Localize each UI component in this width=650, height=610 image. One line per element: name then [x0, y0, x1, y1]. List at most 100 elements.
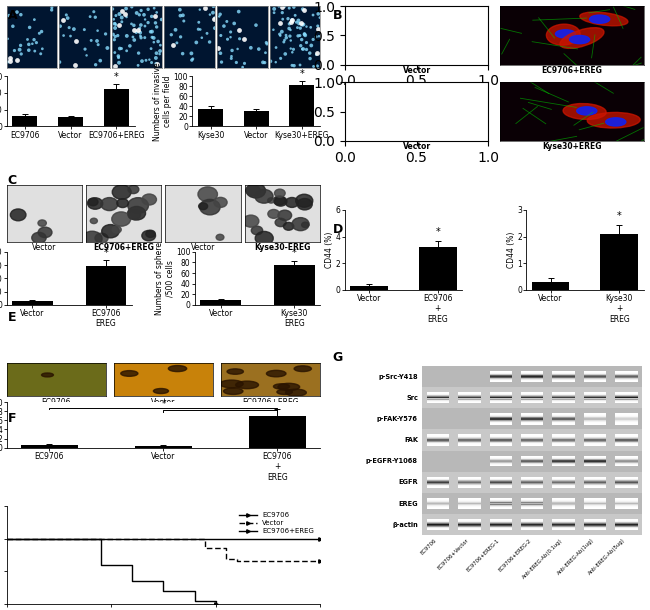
X-axis label: Kyse30-EREG: Kyse30-EREG [254, 243, 311, 253]
Point [276, 54, 286, 63]
Circle shape [220, 380, 243, 388]
Point [113, 20, 124, 30]
Text: EC9706: EC9706 [420, 537, 438, 556]
Point [121, 4, 131, 13]
Point [58, 15, 68, 25]
Circle shape [227, 369, 243, 375]
Point [210, 23, 220, 33]
Point [284, 24, 294, 34]
Point [239, 34, 250, 44]
Point [311, 32, 321, 41]
Point [151, 22, 162, 32]
Point [157, 15, 167, 24]
Point [150, 11, 160, 21]
Point [140, 33, 150, 43]
Circle shape [302, 222, 309, 228]
Point [136, 5, 146, 15]
Point [270, 57, 281, 67]
Point [146, 44, 156, 54]
Point [143, 4, 153, 14]
Circle shape [277, 389, 292, 395]
Bar [12, 116, 38, 126]
Point [278, 14, 288, 24]
Circle shape [199, 203, 207, 210]
Circle shape [437, 120, 457, 127]
Point [269, 8, 280, 18]
Point [152, 59, 162, 69]
Point [193, 24, 203, 34]
Point [16, 10, 26, 20]
Circle shape [153, 389, 168, 393]
Ellipse shape [560, 27, 604, 48]
Point [179, 16, 189, 26]
Point [274, 1, 284, 11]
Point [131, 8, 142, 18]
Bar [422, 451, 642, 472]
Point [277, 27, 287, 37]
Point [8, 21, 18, 31]
Text: B: B [333, 9, 343, 22]
Point [155, 46, 165, 56]
Bar [422, 366, 642, 387]
Point [288, 45, 298, 54]
Point [299, 29, 309, 39]
Point [226, 27, 236, 37]
Point [69, 24, 79, 34]
Point [281, 30, 291, 40]
Point [294, 18, 304, 28]
Point [31, 38, 42, 48]
Point [30, 46, 40, 56]
X-axis label: Vector: Vector [151, 398, 176, 406]
Bar [422, 408, 642, 429]
X-axis label: Vector: Vector [32, 243, 57, 253]
Text: Anti-EREG-Ab(1ug): Anti-EREG-Ab(1ug) [556, 537, 595, 576]
Point [287, 60, 297, 70]
Point [149, 3, 159, 13]
Point [146, 27, 156, 37]
Point [194, 5, 205, 15]
Point [146, 12, 157, 21]
Bar [422, 429, 642, 451]
Point [122, 46, 132, 56]
Circle shape [88, 198, 98, 206]
Point [312, 48, 322, 57]
Circle shape [88, 198, 103, 209]
Point [306, 23, 316, 32]
Circle shape [168, 365, 187, 371]
Point [92, 36, 102, 46]
Point [222, 34, 233, 44]
Point [12, 7, 22, 17]
Circle shape [283, 223, 294, 230]
Point [54, 57, 64, 67]
Ellipse shape [424, 115, 462, 128]
Circle shape [274, 189, 285, 197]
Point [233, 44, 243, 54]
Point [284, 3, 294, 13]
Point [246, 43, 256, 52]
Point [139, 10, 150, 20]
Ellipse shape [580, 12, 628, 26]
Point [291, 18, 302, 27]
Text: *: * [300, 68, 304, 79]
Point [297, 44, 307, 54]
Circle shape [117, 199, 129, 207]
Circle shape [301, 196, 307, 201]
Circle shape [278, 210, 292, 221]
Bar [601, 234, 638, 290]
Circle shape [32, 232, 46, 243]
Text: Anti-EREG-Ab(0.1ug): Anti-EREG-Ab(0.1ug) [521, 537, 564, 580]
Circle shape [198, 187, 218, 202]
Circle shape [142, 231, 155, 241]
Point [279, 1, 289, 11]
Point [22, 35, 32, 45]
Point [80, 45, 90, 54]
Point [274, 29, 285, 39]
X-axis label: EC9706+EREG: EC9706+EREG [242, 398, 299, 406]
Point [208, 1, 218, 11]
Text: p-FAK-Y576: p-FAK-Y576 [377, 416, 418, 422]
Point [278, 2, 288, 12]
Y-axis label: CD44 (%): CD44 (%) [507, 232, 516, 268]
Point [81, 51, 92, 60]
Point [226, 54, 237, 63]
Point [113, 51, 124, 61]
